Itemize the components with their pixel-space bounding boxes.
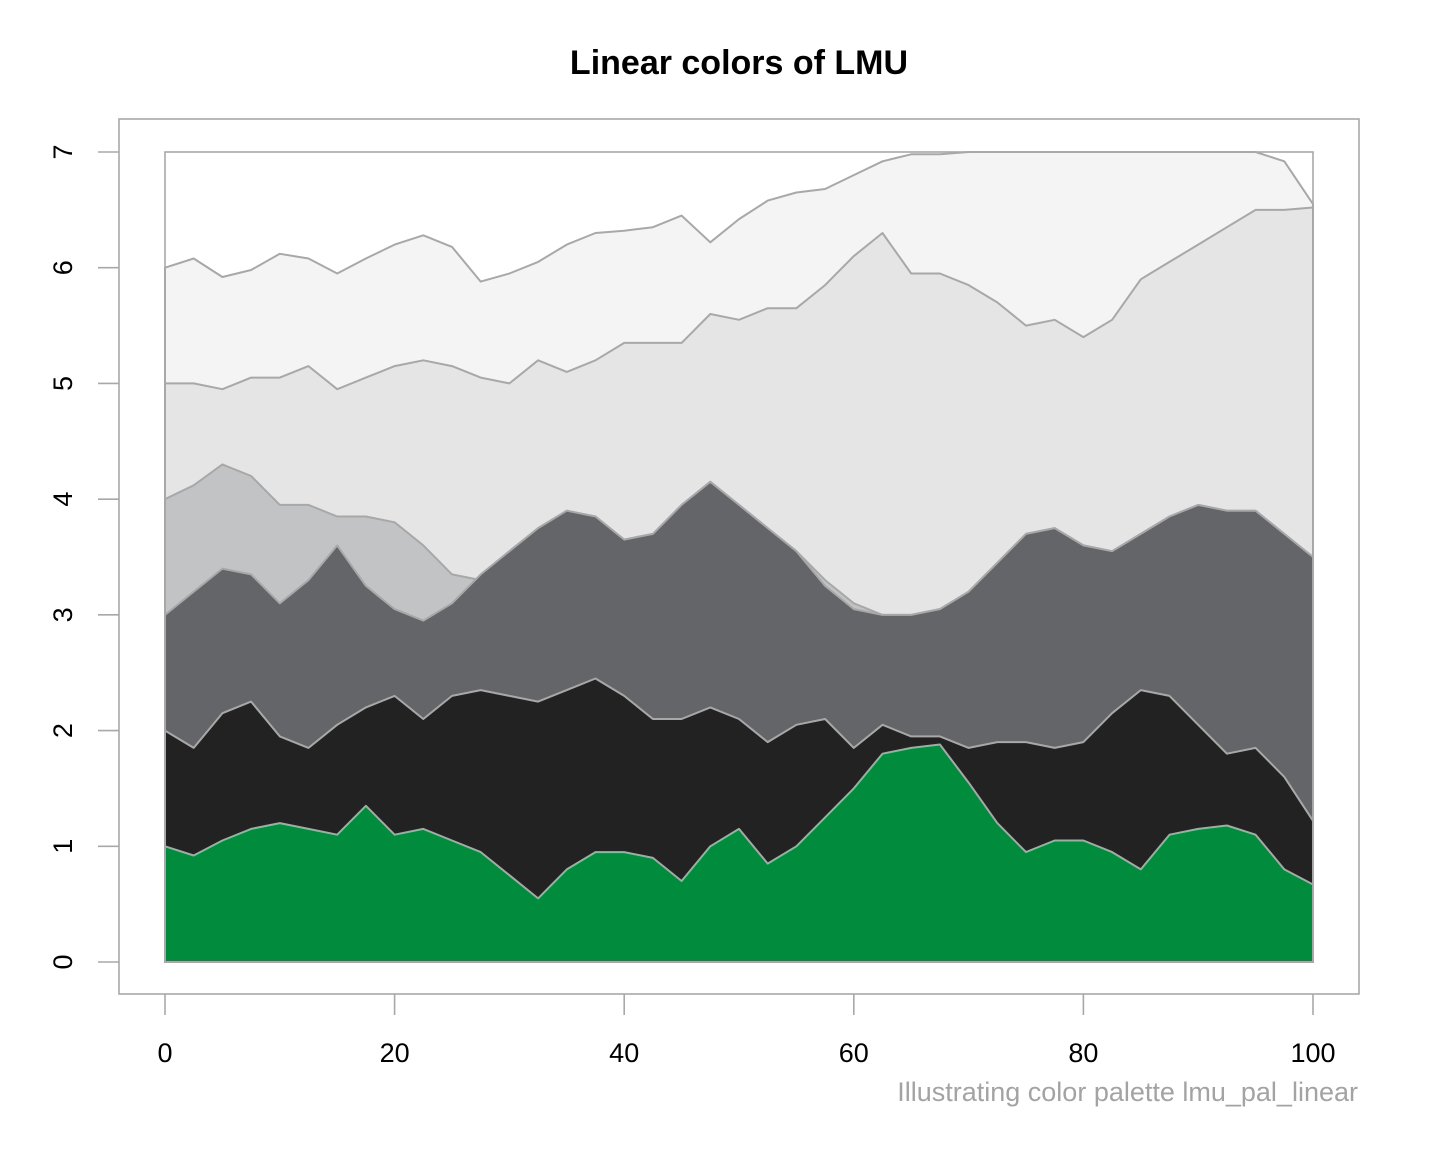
y-tick-label: 7 bbox=[48, 144, 78, 159]
x-tick-label: 20 bbox=[380, 1038, 410, 1068]
y-tick-label: 2 bbox=[48, 723, 78, 738]
chart-title: Linear colors of LMU bbox=[570, 44, 908, 82]
y-axis: 0 1 2 3 4 5 6 7 bbox=[48, 144, 119, 970]
y-tick-label: 6 bbox=[48, 260, 78, 275]
y-tick-label: 5 bbox=[48, 376, 78, 391]
plot-frame bbox=[118, 118, 1360, 995]
y-tick-label: 4 bbox=[48, 492, 78, 507]
area-layers bbox=[164, 151, 1314, 963]
x-tick-label: 80 bbox=[1068, 1038, 1098, 1068]
y-tick-label: 0 bbox=[48, 954, 78, 969]
y-tick-label: 3 bbox=[48, 607, 78, 622]
y-tick-label: 1 bbox=[48, 839, 78, 854]
area-series-1 bbox=[164, 743, 1314, 963]
x-tick-label: 60 bbox=[839, 1038, 869, 1068]
data-region-border bbox=[164, 151, 1314, 963]
x-tick-label: 0 bbox=[157, 1038, 172, 1068]
chart-caption: Illustrating color palette lmu_pal_linea… bbox=[897, 1077, 1358, 1107]
x-tick-label: 40 bbox=[609, 1038, 639, 1068]
x-axis: 0 20 40 60 80 100 bbox=[157, 994, 1336, 1068]
x-tick-label: 100 bbox=[1290, 1038, 1335, 1068]
